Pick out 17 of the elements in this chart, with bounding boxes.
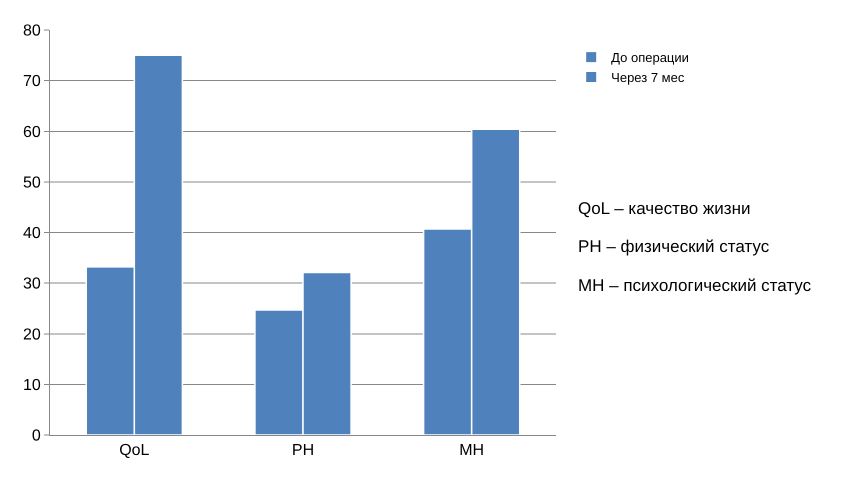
x-tick-label: MH xyxy=(459,442,484,460)
y-tick-label: 80 xyxy=(23,22,41,40)
legend-label: До операции xyxy=(611,50,689,66)
text: PH – физический статус xyxy=(578,237,770,256)
y-tick-label: 30 xyxy=(23,276,41,293)
y-tick-label: 20 xyxy=(23,326,41,344)
x-tick-label: QoL xyxy=(119,442,150,460)
text: MH – психологический статус xyxy=(578,276,812,295)
x-tick-label: PH xyxy=(292,442,314,460)
y-tick-label: 60 xyxy=(23,124,41,141)
y-tick-label: 10 xyxy=(23,376,41,394)
y-tick-label: 50 xyxy=(23,174,41,192)
y-tick-label: 70 xyxy=(23,73,41,90)
y-tick-label: 0 xyxy=(32,428,41,445)
legend-label: Через 7 мес xyxy=(611,70,685,86)
y-tick-label: 40 xyxy=(23,225,41,242)
text: QoL – качество жизни xyxy=(578,199,750,218)
